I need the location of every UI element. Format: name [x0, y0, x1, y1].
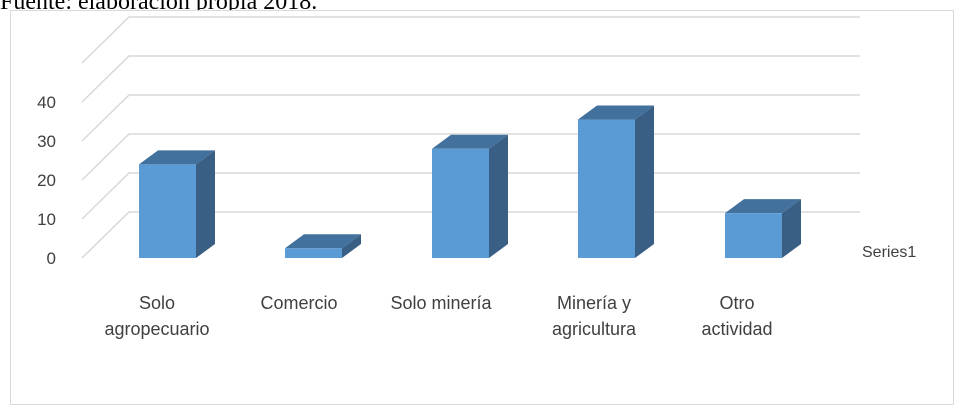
bar-front — [285, 248, 342, 258]
category-label: Solo minería — [390, 293, 492, 313]
category-label: Solo agropecuario — [104, 293, 209, 339]
y-axis-ticks: 0 10 20 30 40 — [37, 93, 56, 268]
bar-side — [635, 105, 654, 258]
y-tick-label: 20 — [37, 171, 56, 190]
category-label: Minería y agricultura — [552, 293, 637, 339]
bar-front — [725, 213, 782, 258]
y-tick-label: 40 — [37, 93, 56, 112]
bar-side — [196, 150, 215, 258]
gridline — [81, 94, 860, 142]
bar-top — [139, 150, 215, 165]
bar — [139, 150, 215, 258]
bar-front — [139, 164, 196, 258]
bar — [725, 199, 801, 258]
bar — [432, 134, 508, 258]
bar-side — [342, 234, 361, 258]
category-labels: Solo agropecuario Comercio Solo minería Mine… — [104, 293, 772, 339]
bar — [578, 105, 654, 258]
category-label: Otro actividad — [701, 293, 772, 339]
bar-top — [578, 105, 654, 120]
gridline — [81, 55, 860, 103]
bars — [139, 105, 801, 258]
y-tick-label: 0 — [47, 249, 56, 268]
gridline — [81, 16, 860, 64]
category-label: Comercio — [260, 293, 337, 313]
bar-top — [725, 199, 801, 214]
y-tick-label: 10 — [37, 210, 56, 229]
bar-front — [432, 148, 489, 258]
legend-series1: Series1 — [862, 244, 916, 261]
bar-front — [578, 119, 635, 258]
bar-side — [782, 199, 801, 258]
bar-top — [432, 134, 508, 149]
bar-side — [489, 134, 508, 258]
bar — [285, 234, 361, 258]
y-tick-label: 30 — [37, 132, 56, 151]
bar-top — [285, 234, 361, 249]
